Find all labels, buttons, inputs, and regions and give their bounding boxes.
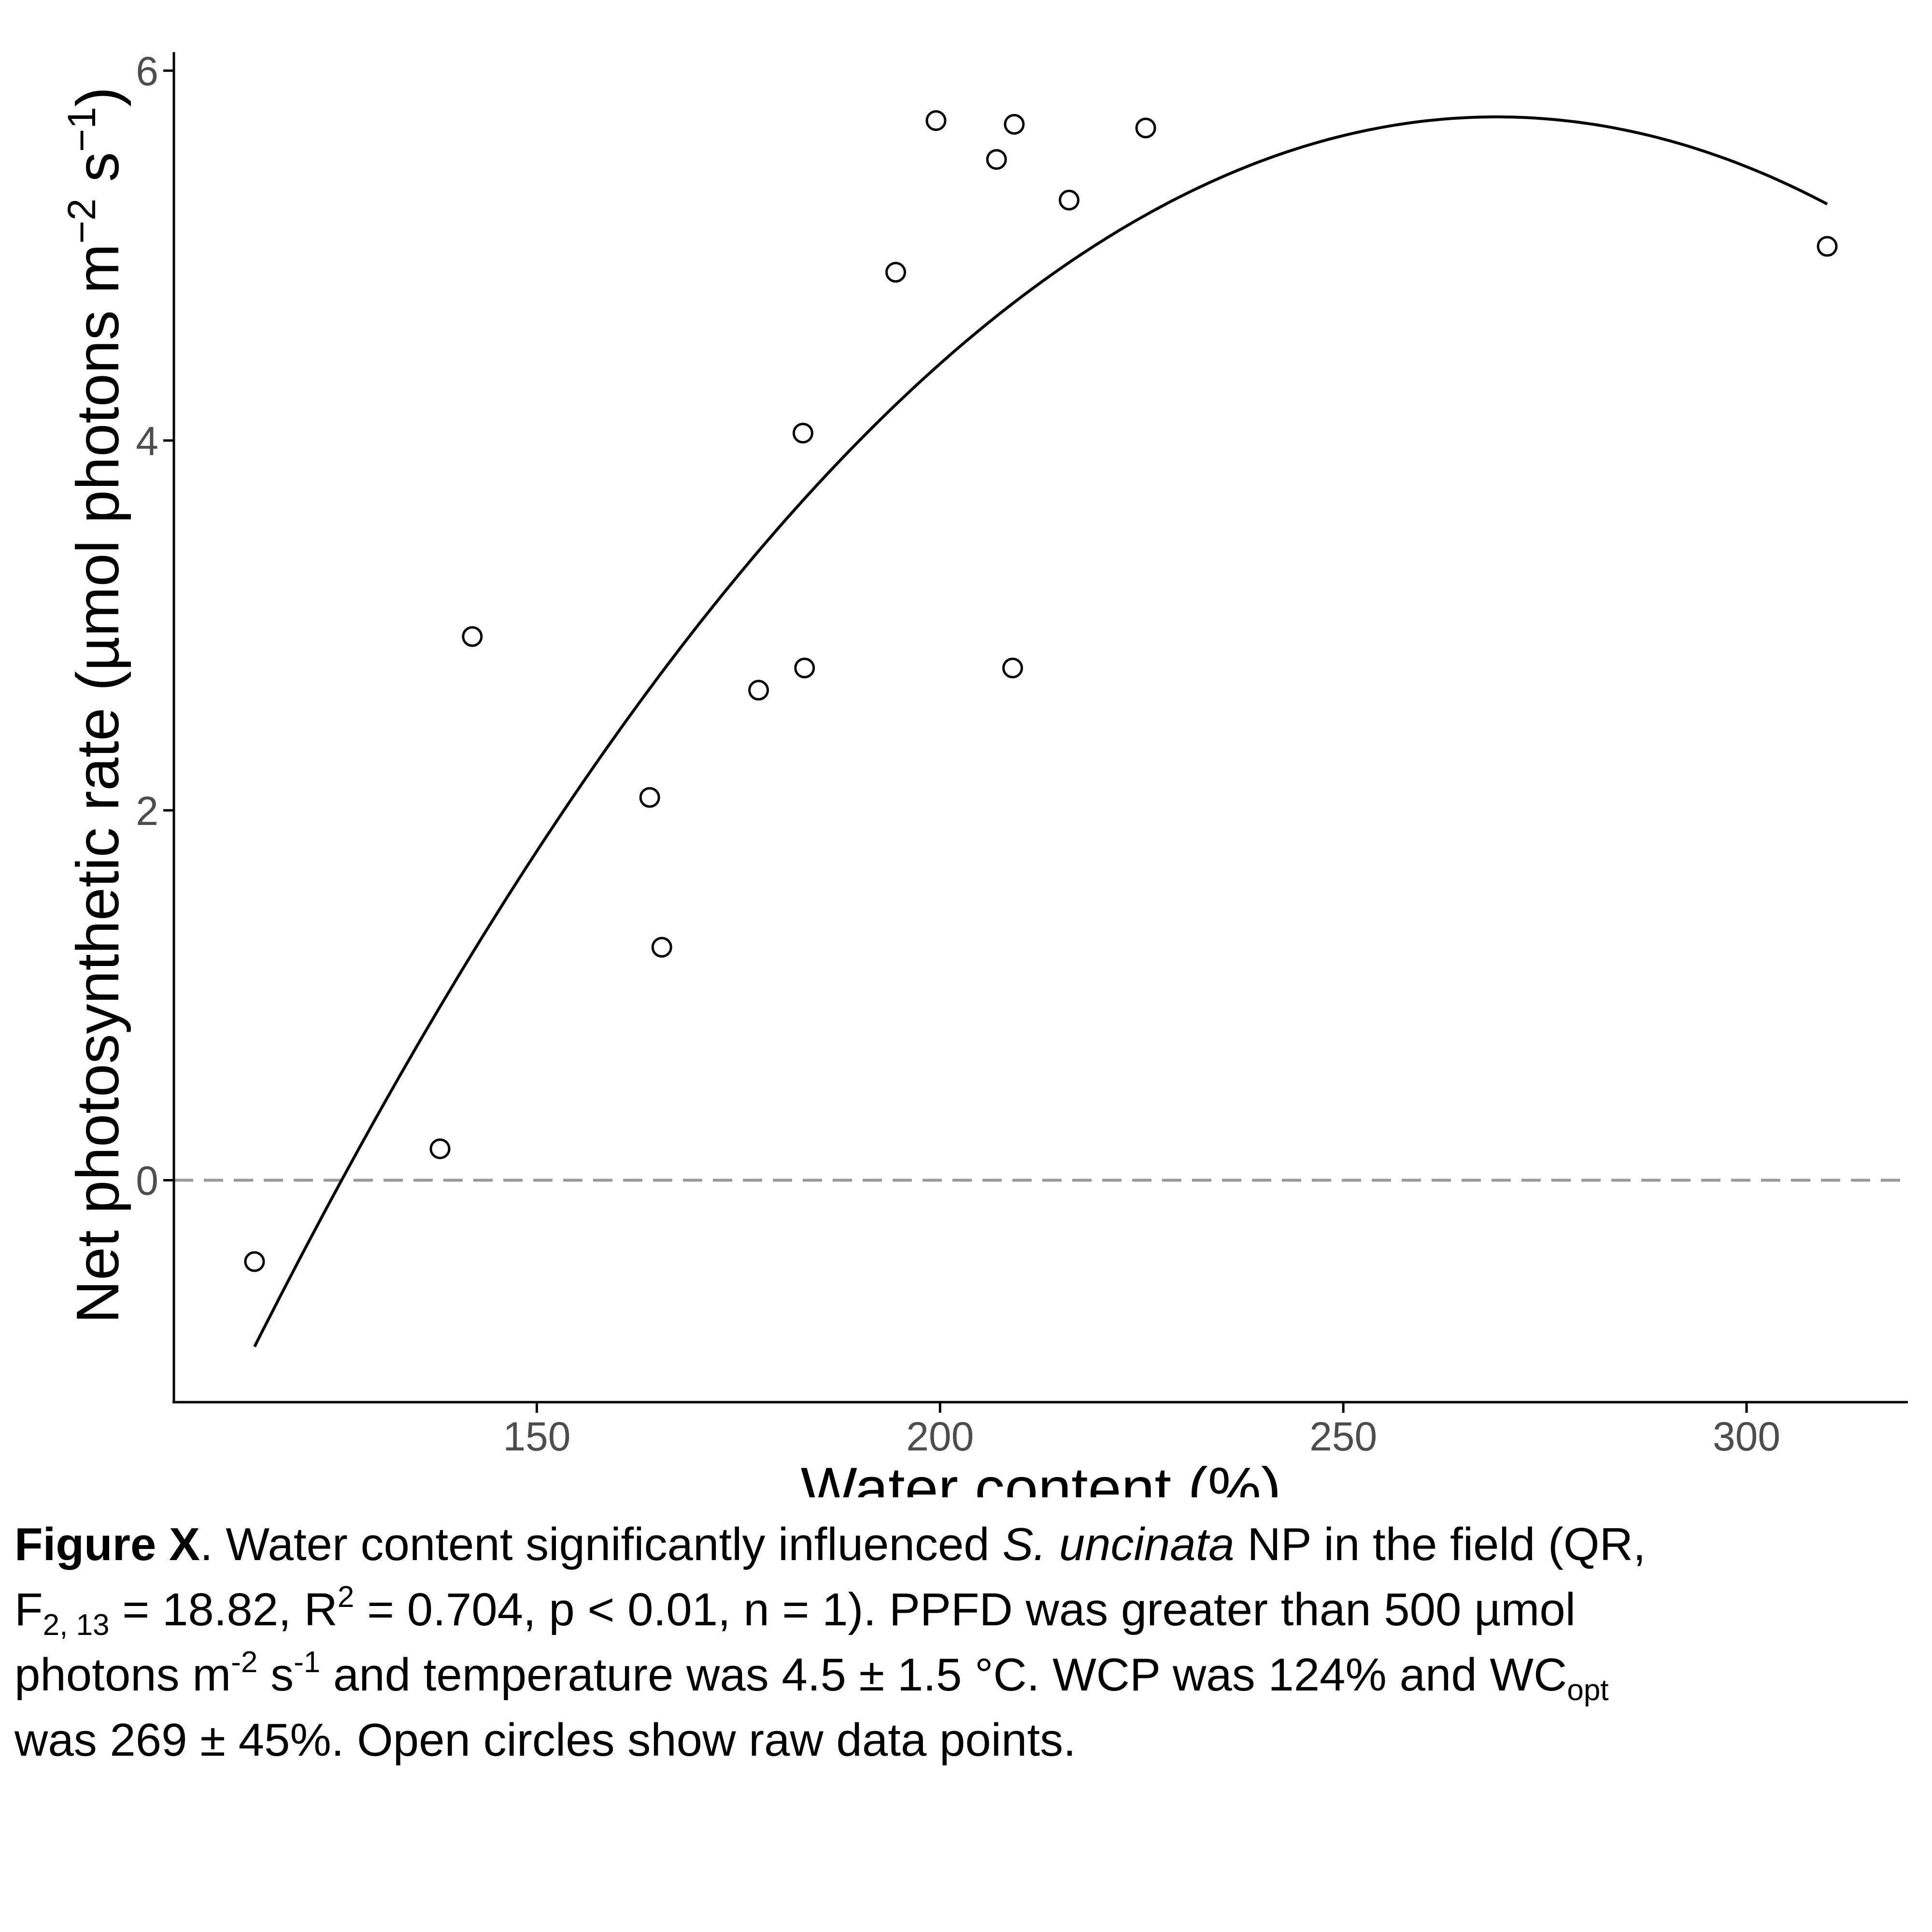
caption-line-2: F2, 13 = 18.82, R2 = 0.704, p < 0.01, n … [14, 1580, 1576, 1642]
figure-caption: Figure X. Water content significantly in… [14, 1512, 1918, 1773]
y-tick-label: 0 [136, 1158, 158, 1204]
x-axis-ticks: 150 200 250 300 [503, 1402, 1780, 1459]
y-axis-ticks: 0 2 4 6 [136, 48, 174, 1204]
x-tick-label: 250 [1309, 1414, 1377, 1459]
data-point [1058, 189, 1080, 211]
data-point [748, 680, 769, 701]
data-point [1002, 657, 1023, 679]
caption-line-4: was 269 ± 45%. Open circles show raw dat… [14, 1714, 1076, 1766]
data-point [244, 1251, 265, 1272]
y-tick-label: 4 [136, 418, 158, 464]
data-point [429, 1138, 451, 1159]
data-point [986, 149, 1007, 170]
data-point [792, 423, 813, 444]
x-tick-label: 150 [503, 1414, 570, 1459]
y-tick-label: 2 [136, 788, 158, 834]
caption-line-1: Figure X. Water content significantly in… [14, 1519, 1646, 1570]
y-axis-title: Net photosynthetic rate (µmol photons m−… [60, 87, 131, 1323]
x-axis-title: Water content (%) [801, 1456, 1281, 1497]
x-tick-label: 200 [906, 1414, 974, 1459]
x-tick-label: 300 [1713, 1414, 1780, 1459]
points-layer [244, 110, 1838, 1272]
data-point [462, 626, 483, 647]
data-point [1135, 117, 1156, 139]
caption-line-3: photons m-2 s-1 and temperature was 4.5 … [14, 1646, 1609, 1707]
data-point [1004, 114, 1025, 135]
figure-label: Figure X [14, 1519, 200, 1570]
data-point [885, 262, 906, 283]
data-point [925, 110, 947, 131]
species-name: S. uncinata [1002, 1519, 1235, 1570]
data-point [1817, 236, 1838, 257]
fit-curve [253, 115, 1828, 1348]
data-point [651, 937, 672, 958]
chart: 150 200 250 300 0 2 4 6 Water content (%) Net … [60, 48, 1908, 1497]
data-point [794, 657, 815, 679]
data-point [639, 787, 660, 808]
y-tick-label: 6 [136, 48, 158, 94]
